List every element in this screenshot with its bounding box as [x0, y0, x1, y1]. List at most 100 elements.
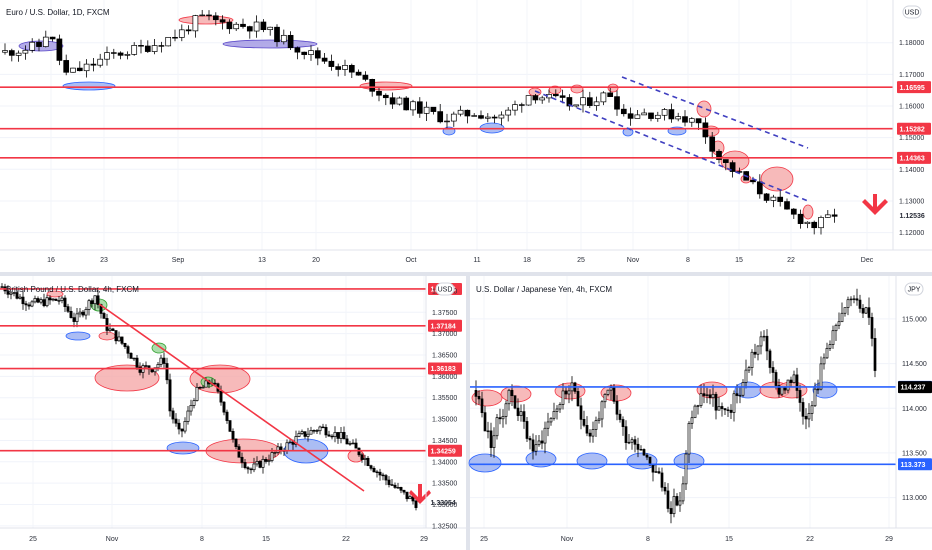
price-tick-label: 1.17000: [899, 72, 924, 79]
candle-body: [336, 432, 340, 439]
price-tick-label: 113.000: [902, 495, 927, 502]
price-tick-label: 1.37000: [432, 331, 457, 338]
candle-body: [267, 460, 271, 462]
candle-body: [711, 393, 715, 399]
candle-body: [534, 444, 538, 452]
candle-body: [69, 310, 73, 318]
highlight-ellipse: [65, 331, 91, 341]
eurusd-annotations: [534, 76, 888, 215]
time-tick-label: 25: [577, 257, 585, 264]
candle-body: [702, 122, 709, 138]
candle-body: [178, 29, 185, 38]
candle-body: [90, 63, 97, 66]
candle-body: [87, 300, 91, 310]
candle-body: [738, 394, 742, 397]
panel-separator[interactable]: [0, 272, 932, 276]
gbpusd-title: British Pound / U.S. Dollar, 4h, FXCM: [6, 285, 139, 294]
candle-body: [252, 463, 256, 471]
eurusd-levels: 1.16595 1.15282 1.14363 1.12536: [0, 81, 931, 222]
candle-body: [558, 404, 562, 410]
candle-body: [110, 52, 117, 54]
candle-body: [567, 390, 571, 395]
candle-body: [750, 179, 756, 183]
candle-body: [855, 298, 859, 301]
candle-body: [348, 64, 355, 73]
candle-body: [729, 162, 736, 172]
candle-body: [158, 45, 165, 47]
candle-body: [369, 465, 373, 469]
candle-body: [246, 26, 253, 32]
candle-body: [12, 292, 16, 294]
candle-body: [716, 150, 722, 160]
candle-body: [657, 471, 661, 474]
candle-body: [849, 298, 853, 301]
gbpusd-currency-badge-frame[interactable]: [435, 282, 455, 296]
candle-body: [714, 393, 718, 411]
candle-body: [636, 443, 640, 450]
current-price-tag: [898, 381, 932, 394]
candle-body: [720, 406, 724, 409]
price-tick-label: 1.35500: [432, 395, 457, 402]
price-tick-label: 1.34000: [432, 459, 457, 466]
time-tick-label: 20: [312, 257, 320, 264]
candle-body: [732, 393, 736, 413]
current-price-label: 114.237: [901, 385, 926, 392]
candle-body: [717, 406, 721, 411]
candle-body: [705, 394, 709, 396]
price-tick-label: 114.500: [902, 361, 927, 368]
candle-body: [156, 364, 160, 369]
candle-body: [54, 298, 58, 301]
candle-body: [308, 50, 314, 55]
candle-body: [546, 421, 550, 429]
candle-body: [225, 411, 229, 421]
candle-body: [93, 295, 97, 305]
candle-body: [369, 79, 376, 92]
eurusd-currency-badge-frame[interactable]: [902, 5, 922, 19]
highlight-ellipse: [468, 453, 502, 473]
candle-body: [495, 417, 499, 437]
candle-body: [213, 382, 217, 385]
candle-body: [709, 136, 716, 152]
candle-body: [416, 101, 423, 114]
candle-body: [9, 292, 13, 295]
price-tick-label: 1.32500: [432, 523, 457, 530]
usdjpy-currency-badge-frame[interactable]: [904, 282, 924, 296]
candle-body: [756, 345, 760, 355]
candle-body: [555, 408, 559, 412]
candle-body: [864, 307, 868, 314]
panel-separator-vertical[interactable]: [466, 276, 470, 550]
level-price-label: 113.373: [901, 462, 926, 469]
candle-body: [630, 439, 634, 443]
candle-body: [2, 50, 8, 53]
price-tick-label: 1.12000: [899, 230, 924, 237]
candle-body: [513, 395, 517, 409]
candle-body: [627, 113, 634, 119]
candle-body: [186, 410, 190, 422]
candle-body: [339, 432, 343, 439]
candle-body: [804, 221, 811, 224]
candle-body: [270, 452, 274, 461]
price-tick-label: 1.36500: [432, 353, 457, 360]
candle-body: [18, 296, 22, 299]
time-tick-label: 25: [29, 536, 37, 543]
time-tick-label: 25: [480, 536, 488, 543]
candle-body: [151, 45, 158, 52]
candle-body: [390, 484, 394, 486]
level-price-tag: [897, 151, 931, 164]
candle-body: [124, 53, 131, 56]
candle-body: [39, 299, 43, 303]
candle-body: [117, 52, 124, 56]
candle-body: [594, 420, 598, 430]
candle-body: [525, 421, 529, 439]
candle-body: [437, 111, 444, 123]
candle-body: [219, 19, 226, 23]
candle-body: [76, 67, 83, 72]
candle-body: [450, 113, 457, 122]
channel-upper-line: [621, 76, 809, 149]
candle-body: [51, 298, 55, 301]
candle-body: [165, 36, 172, 47]
candle-body: [444, 120, 450, 123]
